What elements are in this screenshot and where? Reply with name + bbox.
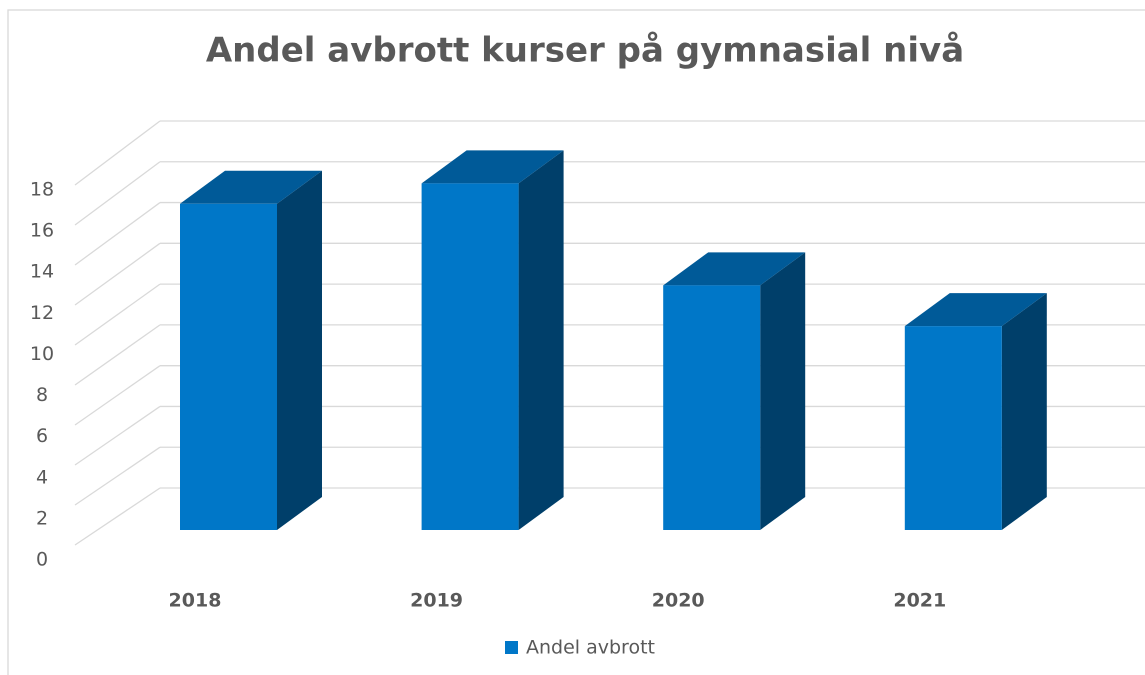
x-tick-label: 2019 (410, 590, 463, 612)
y-tick-label: 4 (36, 466, 48, 488)
bar-side (1001, 293, 1047, 530)
grid-line-side (74, 283, 161, 346)
y-tick-label: 18 (30, 179, 54, 201)
grid-line-side (74, 202, 161, 266)
y-tick-label: 14 (30, 261, 54, 283)
grid-line-side (74, 120, 161, 186)
bar (421, 183, 519, 530)
bar-side (277, 170, 322, 530)
bar-top (180, 170, 322, 204)
bar-side (760, 252, 806, 531)
bar-top (904, 293, 1047, 327)
grid-line-side (74, 161, 161, 226)
y-tick-label: 6 (36, 425, 48, 447)
x-tick-label: 2021 (893, 590, 946, 612)
chart-frame (7, 9, 1145, 675)
bar (663, 285, 761, 530)
grid-line-side (74, 487, 161, 546)
grid-line-side (74, 365, 161, 426)
grid-line-side (74, 405, 161, 466)
bar-top (421, 150, 564, 184)
y-tick-label: 12 (30, 302, 54, 324)
bar-top (663, 252, 806, 286)
bar-side (518, 150, 564, 530)
legend-swatch (505, 641, 518, 654)
x-tick-label: 2020 (652, 590, 705, 612)
grid-line-side (74, 446, 161, 506)
y-tick-label: 0 (36, 549, 48, 571)
legend-label: Andel avbrott (526, 637, 655, 659)
bar (180, 203, 277, 530)
bar (904, 326, 1002, 530)
y-tick-label: 16 (30, 220, 54, 242)
y-tick-label: 2 (36, 507, 48, 529)
grid-line-side (74, 324, 161, 386)
y-tick-label: 10 (30, 343, 54, 365)
grid-line-side (74, 242, 161, 306)
y-tick-label: 8 (36, 384, 48, 406)
chart-title: Andel avbrott kurser på gymnasial nivå (206, 31, 964, 71)
x-tick-label: 2018 (169, 590, 222, 612)
